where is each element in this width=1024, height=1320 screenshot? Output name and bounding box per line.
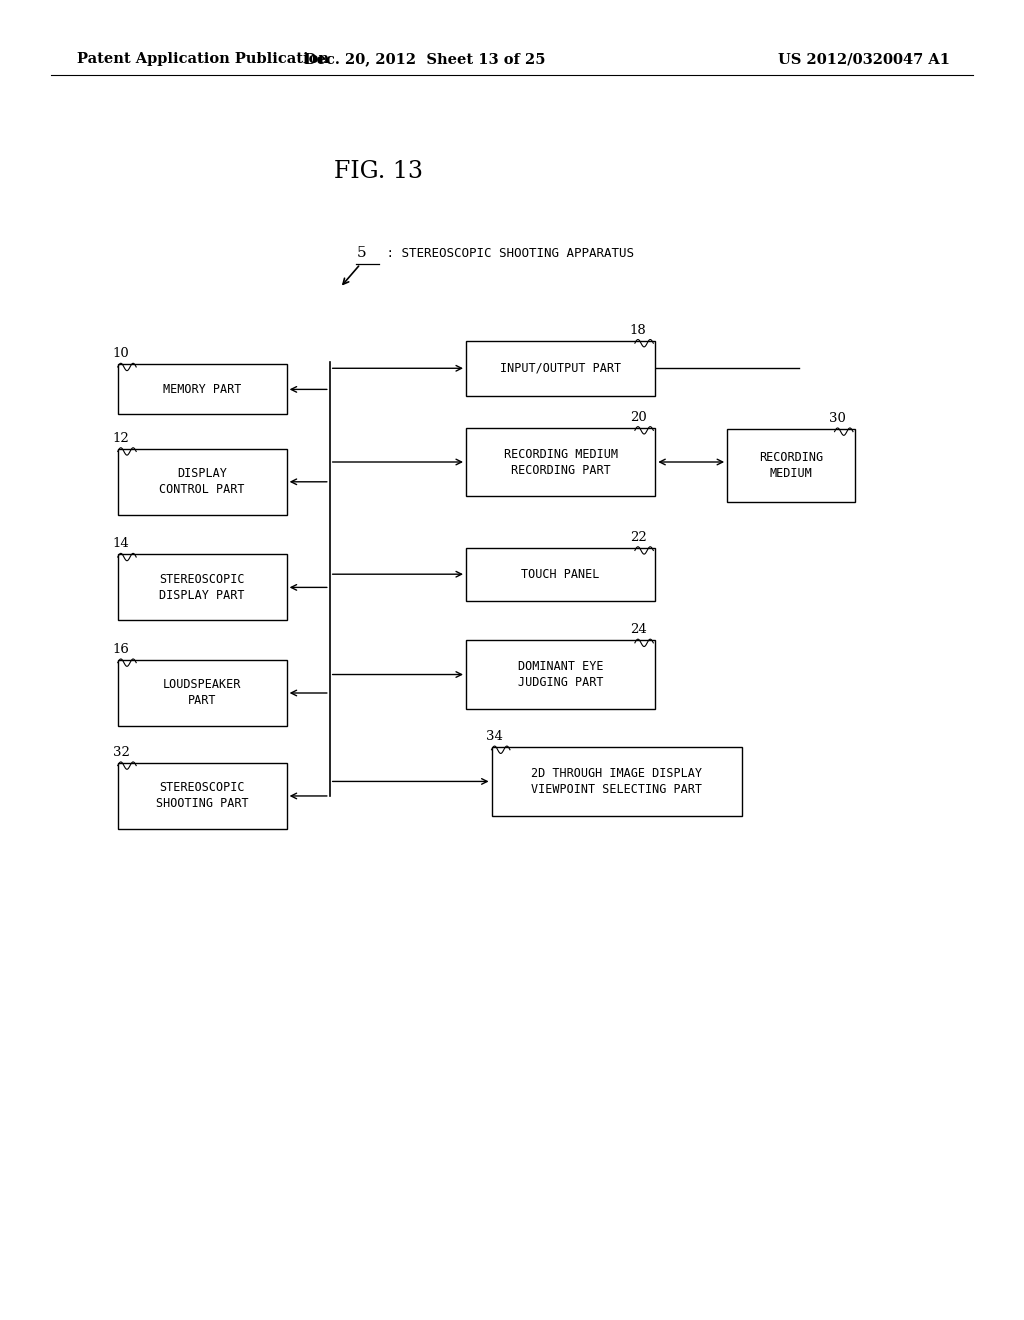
Bar [492,747,742,816]
Text: STEREOSCOPIC
DISPLAY PART: STEREOSCOPIC DISPLAY PART [160,573,245,602]
Bar [466,548,655,601]
Bar [466,640,655,709]
Text: 5: 5 [356,247,366,260]
Text: 10: 10 [113,347,129,360]
Text: FIG. 13: FIG. 13 [335,160,423,183]
Text: MEMORY PART: MEMORY PART [163,383,242,396]
Text: 12: 12 [113,432,129,445]
Bar [466,428,655,496]
Text: : STEREOSCOPIC SHOOTING APPARATUS: : STEREOSCOPIC SHOOTING APPARATUS [379,247,634,260]
Text: 18: 18 [630,323,646,337]
Text: 30: 30 [829,412,846,425]
Text: INPUT/OUTPUT PART: INPUT/OUTPUT PART [500,362,622,375]
Bar [118,449,287,515]
Text: STEREOSCOPIC
SHOOTING PART: STEREOSCOPIC SHOOTING PART [156,781,249,810]
Bar [118,660,287,726]
Text: Dec. 20, 2012  Sheet 13 of 25: Dec. 20, 2012 Sheet 13 of 25 [304,53,546,66]
Text: 2D THROUGH IMAGE DISPLAY
VIEWPOINT SELECTING PART: 2D THROUGH IMAGE DISPLAY VIEWPOINT SELEC… [531,767,702,796]
Bar [466,341,655,396]
Text: 34: 34 [486,730,503,743]
Bar [727,429,855,502]
Text: 16: 16 [113,643,129,656]
Text: Patent Application Publication: Patent Application Publication [77,53,329,66]
Text: DOMINANT EYE
JUDGING PART: DOMINANT EYE JUDGING PART [518,660,603,689]
Text: RECORDING MEDIUM
RECORDING PART: RECORDING MEDIUM RECORDING PART [504,447,617,477]
Text: 20: 20 [630,411,646,424]
Text: DISPLAY
CONTROL PART: DISPLAY CONTROL PART [160,467,245,496]
Text: 14: 14 [113,537,129,550]
Text: LOUDSPEAKER
PART: LOUDSPEAKER PART [163,678,242,708]
Bar [118,364,287,414]
Text: US 2012/0320047 A1: US 2012/0320047 A1 [778,53,950,66]
Text: 22: 22 [630,531,646,544]
Text: 32: 32 [113,746,129,759]
Text: 24: 24 [630,623,646,636]
Bar [118,763,287,829]
Text: TOUCH PANEL: TOUCH PANEL [521,568,600,581]
Bar [118,554,287,620]
Text: RECORDING
MEDIUM: RECORDING MEDIUM [759,451,823,479]
